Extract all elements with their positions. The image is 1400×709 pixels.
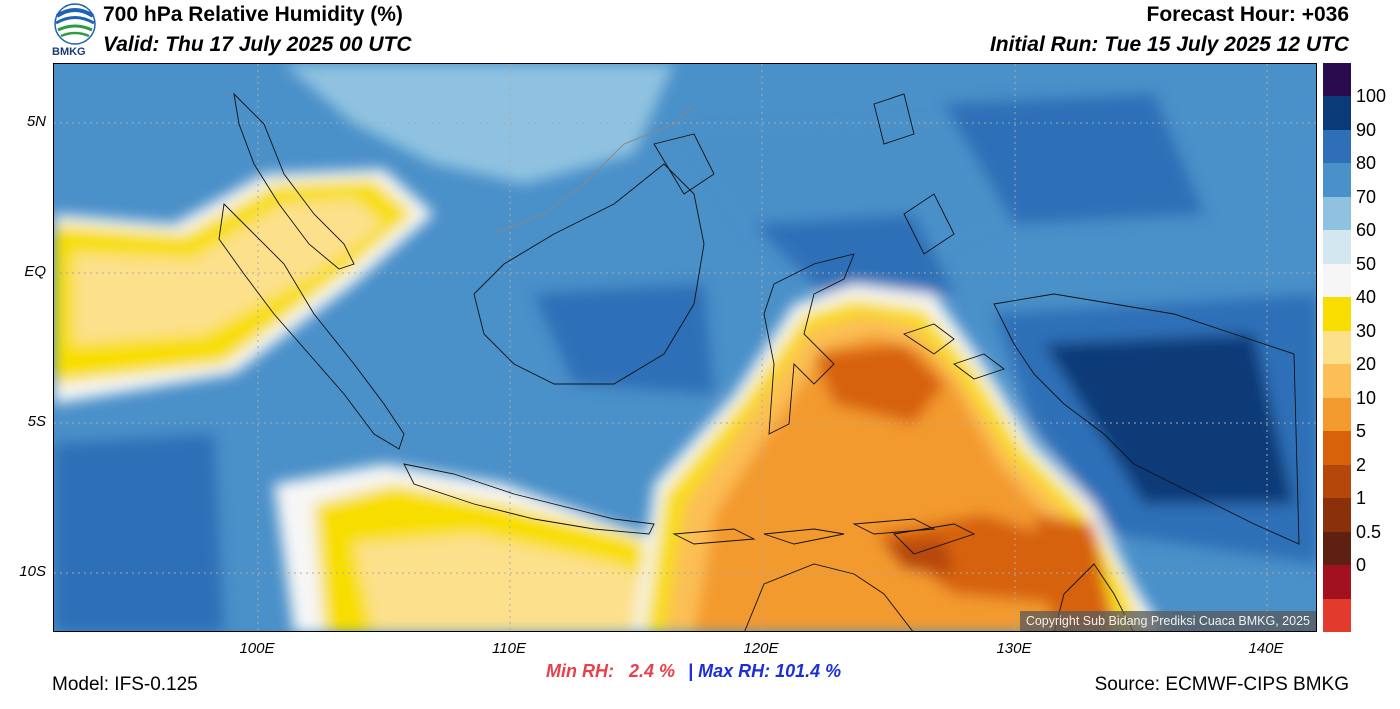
lon-label: 130E: [996, 640, 1032, 657]
colorbar-segment: [1323, 129, 1351, 164]
colorbar-label: 60: [1356, 220, 1377, 241]
chart-title: 700 hPa Relative Humidity (%): [103, 3, 403, 26]
lat-label: 5N: [26, 113, 46, 130]
colorbar-label: 0: [1356, 555, 1367, 576]
colorbar-segment: [1323, 196, 1351, 231]
lon-label: 110E: [492, 640, 526, 657]
colorbar-segment: [1323, 163, 1351, 198]
coastlines: [218, 92, 1300, 631]
colorbar-segment: [1323, 565, 1351, 600]
colorbar-segment: [1323, 531, 1351, 566]
colorbar: [1323, 63, 1351, 633]
lat-label: EQ: [24, 263, 46, 280]
bmkg-logo-icon: [54, 3, 96, 45]
colorbar-segment: [1323, 297, 1351, 332]
colorbar-segment: [1323, 498, 1351, 533]
colorbar-segment: [1323, 464, 1351, 499]
humidity-map: Copyright Sub Bidang Prediksi Cuaca BMKG…: [53, 63, 1317, 632]
lon-label: 140E: [1248, 640, 1284, 657]
colorbar-label: 80: [1356, 153, 1377, 174]
rh-stats: Min RH: 2.4 % | Max RH: 101.4 %: [546, 661, 841, 682]
min-rh-label: Min RH:: [546, 661, 614, 681]
lon-label: 100E: [239, 640, 275, 657]
colorbar-label: 30: [1356, 320, 1377, 341]
max-rh-label: Max RH: 101.4 %: [698, 661, 842, 681]
data-source: Source: ECMWF-CIPS BMKG: [1094, 674, 1349, 695]
colorbar-label: 70: [1356, 186, 1377, 207]
colorbar-segment: [1323, 230, 1351, 265]
min-rh-value: 2.4 %: [629, 661, 676, 681]
colorbar-label: 1: [1356, 488, 1367, 509]
copyright-notice: Copyright Sub Bidang Prediksi Cuaca BMKG…: [1019, 611, 1316, 631]
colorbar-segment: [1323, 397, 1351, 432]
colorbar-segment: [1323, 330, 1351, 365]
colorbar-segment: [1323, 63, 1351, 97]
colorbar-label: 0.5: [1356, 521, 1382, 542]
bmkg-logo: BMKG: [52, 2, 98, 60]
valid-time: Valid: Thu 17 July 2025 00 UTC: [103, 33, 412, 56]
colorbar-segment: [1323, 431, 1351, 466]
colorbar-label: 20: [1356, 354, 1377, 375]
colorbar-label: 100: [1356, 86, 1387, 107]
humidity-field: [54, 64, 1316, 631]
colorbar-segment: [1323, 598, 1351, 633]
colorbar-label: 10: [1356, 387, 1377, 408]
lon-label: 120E: [743, 640, 779, 657]
colorbar-segment: [1323, 263, 1351, 298]
forecast-hour: Forecast Hour: +036: [1146, 3, 1350, 26]
lat-label: 5S: [27, 413, 46, 430]
stats-separator: |: [688, 661, 694, 681]
colorbar-label: 2: [1356, 454, 1367, 475]
colorbar-label: 50: [1356, 253, 1377, 274]
lat-label: 10S: [19, 563, 46, 580]
initial-run: Initial Run: Tue 15 July 2025 12 UTC: [989, 33, 1349, 56]
colorbar-label: 5: [1356, 421, 1367, 442]
colorbar-segment: [1323, 364, 1351, 399]
colorbar-segment: [1323, 96, 1351, 131]
model-name: Model: IFS-0.125: [52, 674, 198, 695]
colorbar-label: 90: [1356, 119, 1377, 140]
logo-text: BMKG: [52, 46, 86, 58]
colorbar-label: 40: [1356, 287, 1377, 308]
